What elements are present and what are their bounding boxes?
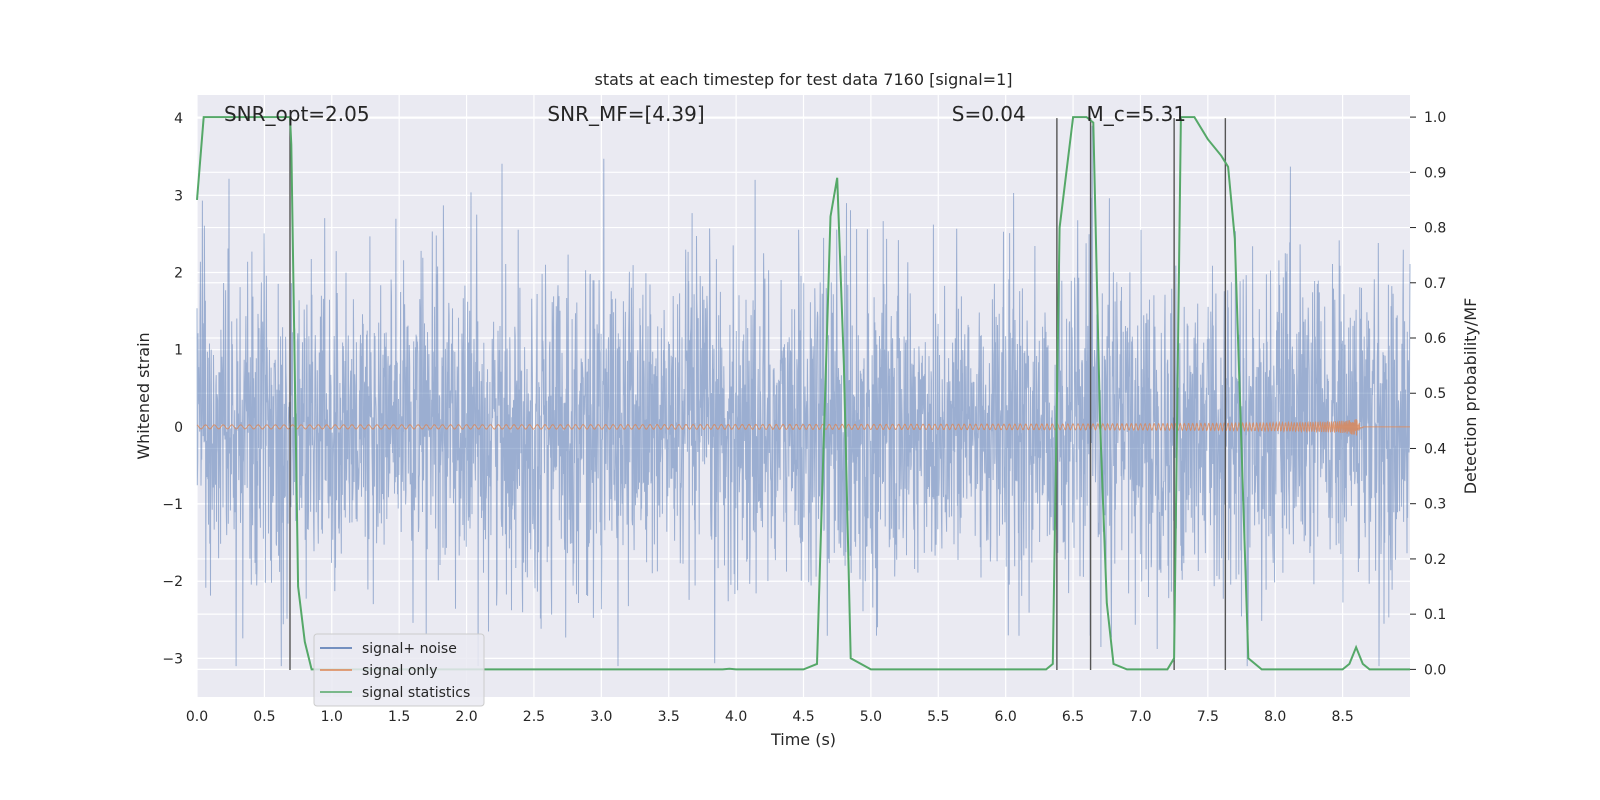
legend-label-signal: signal only	[362, 663, 437, 679]
y-right-tick-label: 0.9	[1424, 165, 1446, 181]
legend-label-noise: signal+ noise	[362, 641, 457, 657]
statistics-line	[196, 116, 1410, 671]
y-right-tick-label: 0.5	[1424, 386, 1446, 402]
y-right-axis-ticks: 0.0 0.1 0.2 0.3 0.4 0.5 0.6 0.7 0.8 0.9 1.0	[1410, 110, 1446, 678]
x-tick-label: 4.5	[792, 709, 814, 725]
y-right-axis-label: Detection probability/MF	[1461, 298, 1480, 495]
y-right-tick-label: 0.7	[1424, 276, 1446, 292]
y-right-tick-label: 0.6	[1424, 331, 1446, 347]
y-left-tick-label: 2	[174, 266, 183, 282]
x-tick-label: 5.0	[860, 709, 882, 725]
x-axis-label: Time (s)	[770, 730, 836, 749]
x-tick-label: 8.5	[1331, 709, 1353, 725]
y-left-tick-label: −3	[162, 651, 183, 667]
x-tick-label: 2.0	[455, 709, 477, 725]
annotation-snr-mf: SNR_MF=[4.39]	[547, 102, 704, 126]
x-tick-label: 0.0	[186, 709, 208, 725]
x-tick-label: 1.5	[388, 709, 410, 725]
y-left-axis-label: Whitened strain	[134, 332, 153, 459]
x-tick-label: 6.5	[1062, 709, 1084, 725]
legend: signal+ noise signal only signal statist…	[313, 633, 485, 707]
annotations: SNR_opt=2.05 SNR_MF=[4.39] S=0.04 M_c=5.…	[224, 102, 1186, 126]
x-axis-ticks: 0.0 0.5 1.0 1.5 2.0 2.5 3.0 3.5 4.0 4.5 5.0 5.5 6.0 6…	[186, 709, 1354, 725]
y-right-tick-label: 0.8	[1424, 221, 1446, 237]
chirp-series	[196, 418, 1410, 436]
annotation-snr-opt: SNR_opt=2.05	[224, 102, 370, 126]
y-left-axis-ticks: −3 −2 −1 0 1 2 3 4	[162, 111, 183, 667]
x-tick-label: 4.0	[725, 709, 747, 725]
signal-only-line	[196, 418, 1410, 436]
y-right-tick-label: 0.2	[1424, 552, 1446, 568]
annotation-mc: M_c=5.31	[1087, 102, 1187, 126]
y-left-tick-label: 1	[174, 343, 183, 359]
y-right-tick-label: 0.3	[1424, 497, 1446, 513]
y-left-tick-label: −1	[162, 497, 183, 513]
x-tick-label: 7.0	[1129, 709, 1151, 725]
x-tick-label: 3.0	[590, 709, 612, 725]
x-tick-label: 7.5	[1197, 709, 1219, 725]
x-tick-label: 2.5	[523, 709, 545, 725]
legend-label-statistics: signal statistics	[362, 685, 470, 701]
noise-line	[196, 125, 1411, 667]
y-right-tick-label: 0.0	[1424, 662, 1446, 678]
x-tick-label: 3.5	[658, 709, 680, 725]
statistics-series	[196, 116, 1410, 671]
x-tick-label: 8.0	[1264, 709, 1286, 725]
chart-title: stats at each timestep for test data 716…	[594, 70, 1012, 89]
y-right-tick-label: 1.0	[1424, 110, 1446, 126]
y-left-tick-label: −2	[162, 574, 183, 590]
y-left-tick-label: 0	[174, 420, 183, 436]
x-tick-label: 5.5	[927, 709, 949, 725]
y-right-tick-label: 0.1	[1424, 607, 1446, 623]
y-left-tick-label: 3	[174, 188, 183, 204]
noise-series	[196, 125, 1411, 667]
y-right-tick-label: 0.4	[1424, 441, 1446, 457]
x-tick-label: 0.5	[253, 709, 275, 725]
y-left-tick-label: 4	[174, 111, 183, 127]
annotation-s: S=0.04	[952, 102, 1026, 126]
x-tick-label: 6.0	[995, 709, 1017, 725]
legend-box	[313, 633, 485, 707]
x-tick-label: 1.0	[321, 709, 343, 725]
